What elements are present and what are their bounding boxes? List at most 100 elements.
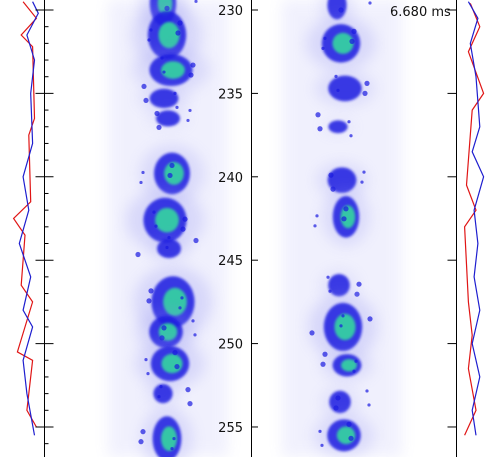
droplet [321,46,325,50]
droplet [368,1,372,5]
droplet [161,325,167,331]
spray-core [158,21,180,49]
droplet [172,349,178,356]
center-y-axis: 230 235 240 245 250 255 [218,0,258,457]
droplet [328,289,332,293]
droplet [165,245,169,250]
droplet [140,429,146,435]
droplet [188,108,192,113]
droplet [144,357,148,362]
droplet [154,110,160,117]
droplet [318,429,322,433]
spray-blob [329,390,351,414]
droplet [341,216,347,222]
droplet [156,124,162,131]
left-profile-axes [12,0,54,457]
droplet [315,112,321,118]
y-tick-label: 230 [218,4,243,19]
droplet [169,162,175,169]
droplet [175,30,181,36]
droplet [349,38,355,44]
droplet [351,28,357,34]
droplet [315,214,319,218]
droplet [182,216,188,222]
droplet [360,180,364,184]
droplet [193,333,197,337]
droplet [365,389,369,393]
spray-blob [327,0,347,20]
droplet [162,70,166,74]
droplet [147,38,151,42]
right-spray-field [282,0,402,457]
droplet [157,395,161,399]
droplet [333,405,339,411]
droplet [143,97,149,104]
droplet [320,443,324,447]
droplet [336,88,340,92]
spray-core [161,353,183,374]
droplet [193,237,199,244]
droplet [188,72,194,78]
droplet [187,401,193,407]
droplet [352,369,356,373]
spray-core [155,207,179,233]
droplet [364,80,370,86]
spray-core [161,61,185,79]
droplet [141,83,147,90]
y-tick-label: 240 [218,171,243,186]
droplet [320,361,326,367]
droplet [354,359,358,363]
droplet [167,172,173,179]
droplet [343,206,349,212]
spray-core [164,162,184,185]
droplet [180,226,186,232]
droplet [328,172,334,178]
spray-blob [157,238,181,259]
droplet [173,91,177,96]
left-profile-red-line [12,1,38,428]
spray-blob [327,167,357,193]
droplet [354,291,360,297]
spray-core [332,32,354,54]
droplet [194,0,198,3]
droplet [148,288,154,294]
left-spray-field [108,0,228,457]
droplet [159,385,163,389]
droplet [362,170,366,174]
spray-core [336,426,356,445]
droplet [172,437,176,441]
droplet [186,118,190,123]
droplet [170,447,174,451]
droplet [141,170,145,175]
droplet [341,314,345,318]
droplet [349,134,353,138]
droplet [326,275,330,279]
droplet [334,74,338,78]
droplet [152,210,156,214]
spray-core [340,205,356,229]
droplet [185,387,191,393]
spray-blob [328,120,348,134]
droplet [138,439,144,445]
droplet [309,330,315,336]
droplet [159,335,165,341]
spray-core [161,426,177,451]
droplet [348,435,354,441]
spray-core [334,313,356,341]
droplet [174,363,180,370]
droplet [335,395,341,401]
y-tick-label: 250 [218,338,243,353]
left-profile-blue-line [18,1,39,436]
droplet [135,251,141,258]
droplet [146,298,152,304]
droplet [317,126,323,132]
y-tick-label: 255 [218,421,243,436]
spray-blob [149,88,179,109]
y-tick-label: 245 [218,254,243,269]
timestamp-label: 6.680 ms [390,5,451,20]
droplet [167,235,171,240]
droplet [356,281,362,287]
droplet [180,296,184,300]
droplet [177,20,183,26]
droplet [146,371,150,376]
